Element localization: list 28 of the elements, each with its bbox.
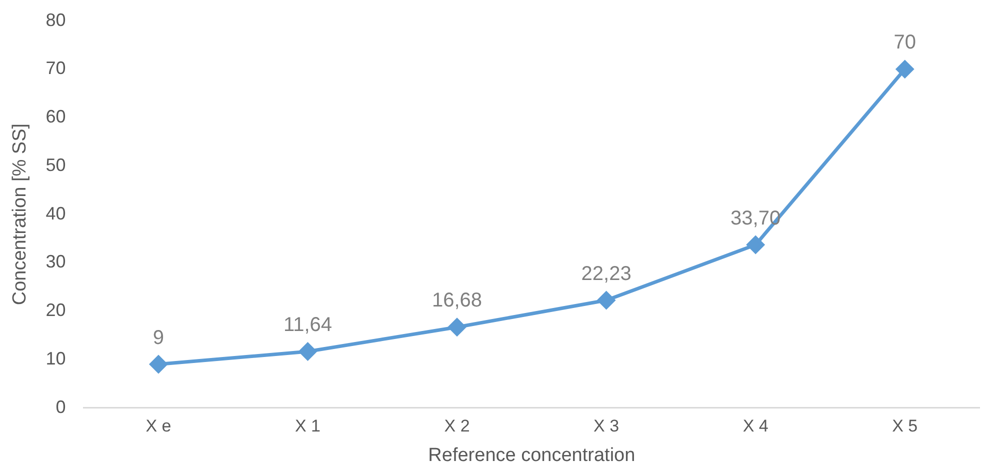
x-tick-label: X 4 (742, 416, 768, 436)
y-tick-label: 60 (46, 106, 66, 127)
x-tick-label: X 5 (892, 416, 918, 436)
x-tick-label: X e (146, 416, 172, 436)
y-tick-label: 0 (56, 396, 66, 417)
point (746, 236, 764, 254)
data-label: 70 (894, 32, 916, 54)
point (150, 356, 168, 374)
data-label: 11,64 (283, 314, 332, 336)
point (598, 292, 616, 310)
y-tick-label: 50 (46, 154, 66, 175)
x-tick-label: X 3 (594, 416, 620, 436)
y-tick-label: 30 (46, 252, 66, 272)
y-tick-label: 10 (46, 348, 66, 368)
y-tick-label: 80 (46, 10, 66, 30)
y-tick-label: 20 (46, 300, 66, 320)
point (448, 318, 466, 336)
data-label: 16,68 (432, 290, 482, 312)
x-axis-title: Reference concentration (428, 444, 636, 466)
x-tick-label: X 2 (444, 416, 470, 436)
data-label: 9 (152, 326, 164, 349)
data-label: 22,23 (581, 262, 632, 285)
point (896, 60, 914, 78)
y-tick-label: 70 (46, 58, 66, 78)
y-axis-title: Concentration [% SS] (10, 123, 31, 306)
x-tick-label: X 1 (294, 416, 321, 436)
y-tick-label: 40 (46, 203, 66, 224)
point (298, 342, 316, 360)
